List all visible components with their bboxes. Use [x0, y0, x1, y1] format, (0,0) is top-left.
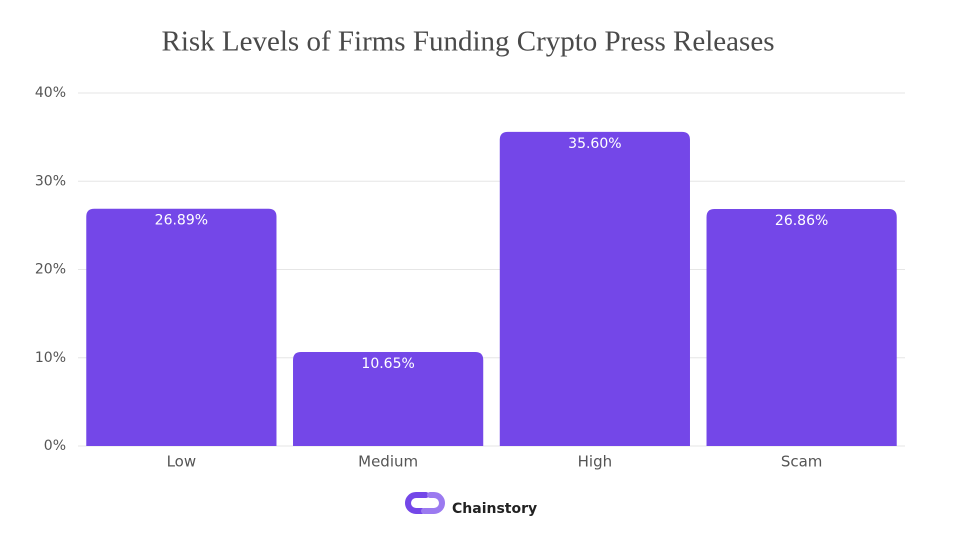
y-tick-label: 0% [44, 438, 66, 454]
y-tick-label: 40% [35, 85, 66, 101]
y-tick-label: 30% [35, 173, 66, 189]
bar [499, 131, 690, 446]
brand-logo [405, 492, 445, 514]
x-tick-label: Low [167, 453, 197, 471]
chart-title: Risk Levels of Firms Funding Crypto Pres… [161, 26, 774, 58]
value-label: 26.89% [155, 213, 208, 229]
y-tick-label: 10% [35, 350, 66, 366]
y-tick-label: 20% [35, 262, 66, 278]
bar [293, 352, 484, 446]
bar [86, 208, 277, 446]
x-tick-label: Medium [358, 453, 418, 471]
value-label: 35.60% [568, 136, 621, 152]
bar [706, 208, 897, 446]
brand-name: Chainstory [452, 501, 537, 517]
x-tick-label: High [578, 453, 612, 471]
x-tick-label: Scam [781, 453, 823, 471]
value-label: 10.65% [361, 356, 414, 372]
value-label: 26.86% [775, 213, 828, 229]
